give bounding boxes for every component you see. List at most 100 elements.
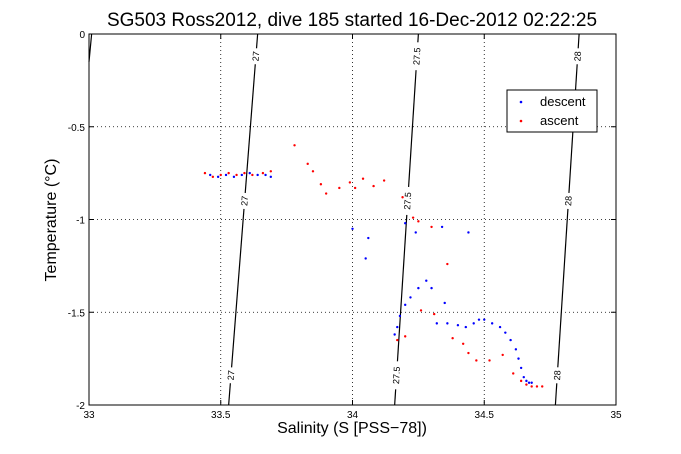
contour-label-background [562,192,574,210]
data-point-ascent [338,186,341,190]
data-point-ascent [324,192,328,195]
data-point-descent [224,173,228,177]
data-point-ascent [348,181,352,184]
data-point-descent [404,303,407,307]
data-point-descent [209,173,212,177]
data-point-descent [530,381,533,384]
data-point-ascent [203,171,207,175]
data-point-ascent [512,372,515,375]
y-tick-label: -1.5 [68,308,86,319]
density-contours: 27 27 27 27.5 27.5 27.5 28 28 28 [88,33,584,406]
legend-label-descent: descent [540,94,586,109]
contour-label-background [551,367,563,384]
data-point-descent [490,322,494,325]
data-point-ascent [396,338,399,342]
data-point-descent [477,318,481,321]
y-axis-label: Temperature (°C) [43,159,60,282]
data-point-ascent [269,170,273,173]
data-point-ascent [227,171,230,175]
contour-label-text: 27.5 [391,366,402,384]
data-point-ascent [541,385,544,388]
data-point-ascent [404,335,407,338]
data-point-descent [514,348,518,351]
y-tick-label: -0.5 [68,123,86,134]
contour-label-background [238,192,251,210]
data-point-descent [464,325,468,329]
data-point-descent [396,325,399,329]
data-point-descent [240,173,244,177]
data-point-descent [425,279,428,282]
data-point-descent [269,175,273,179]
data-point-descent [443,301,446,305]
data-point-descent [435,322,439,325]
data-point-descent [522,375,525,379]
contour-label: 28 [562,192,574,210]
data-point-descent [430,286,433,290]
contour-label-background [225,366,237,384]
data-point-ascent [353,186,357,190]
contour-line [228,33,259,406]
data-point-descent [216,175,220,179]
data-point-descent [446,322,449,325]
data-point-ascent [525,383,528,386]
x-tick-label: 34 [347,410,359,421]
y-tick-label: 0 [79,30,85,41]
data-point-ascent [519,379,523,383]
x-tick-label: 35 [610,410,622,421]
data-point-descent [409,296,412,299]
data-point-ascent [251,173,254,177]
data-point-ascent [501,353,504,357]
contour-label-text: 28 [572,51,583,62]
contour-label-text: 27 [251,51,262,62]
data-point-descent [364,257,367,260]
data-point-descent [232,175,236,179]
data-point-ascent [411,216,415,219]
legend-box [506,89,598,133]
contour-label-text: 27 [226,370,237,381]
contour-label-text: 27.5 [411,47,422,65]
data-point-ascent [535,385,539,388]
data-point-ascent [488,359,491,362]
legend-marker-ascent [519,119,523,123]
axis-ticks: 33 33.5 34 34.5 35 0 -0.5 -1 -1.5 -2 [68,30,622,421]
data-point-ascent [235,173,238,177]
contour-label: 27.5 [401,186,414,216]
contour-line [394,33,419,406]
data-point-descent [398,314,402,318]
contour-label: 27 [225,366,237,384]
y-tick-label: -1 [76,216,85,227]
data-point-ascent [311,170,315,173]
data-point-descent [504,331,507,334]
legend-marker-descent [519,100,523,104]
contour-label-background [250,47,262,65]
contour-label-text: 27.5 [402,192,413,210]
data-point-ascent [319,183,323,186]
legend-label-ascent: ascent [540,113,579,128]
x-tick-label: 33 [83,410,95,421]
data-point-ascent [261,171,265,175]
data-point-descent [256,173,259,177]
data-point-descent [472,322,475,325]
y-tick-label: -2 [76,401,85,412]
data-point-ascent [417,220,420,223]
data-point-ascent [461,342,465,345]
data-point-ascent [475,359,478,362]
data-point-ascent [293,144,296,147]
contour-label-text: 28 [563,196,574,207]
data-point-descent [417,286,420,290]
data-point-descent [498,325,502,329]
contour-label: 28 [551,367,563,384]
data-point-descent [519,366,523,370]
data-point-descent [414,231,417,234]
data-point-ascent [211,175,215,179]
data-point-descent [527,381,531,384]
contour-label: 27 [238,192,251,210]
data-point-ascent [372,184,375,188]
contour-label: 27.5 [411,41,423,71]
data-point-ascent [446,262,449,266]
data-point-descent [393,333,396,336]
x-tick-label: 34.5 [475,410,495,421]
data-point-ascent [361,177,365,180]
data-point-ascent [530,385,533,388]
